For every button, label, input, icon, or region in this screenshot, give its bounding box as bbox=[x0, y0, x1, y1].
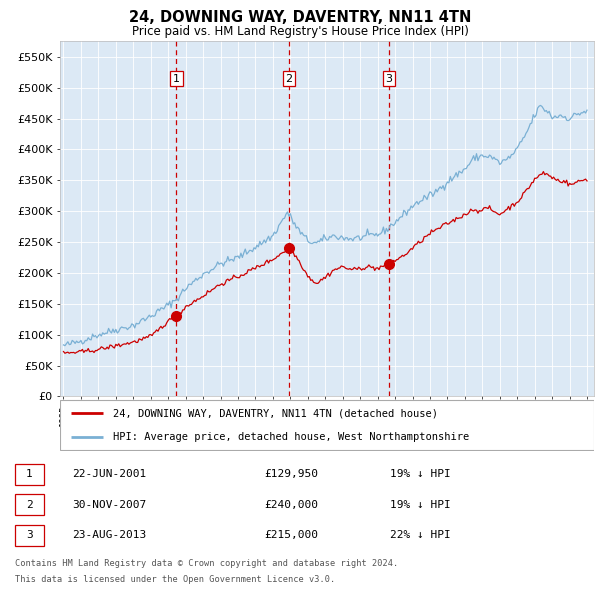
Text: 19% ↓ HPI: 19% ↓ HPI bbox=[390, 470, 451, 479]
Text: This data is licensed under the Open Government Licence v3.0.: This data is licensed under the Open Gov… bbox=[15, 575, 335, 584]
Text: £215,000: £215,000 bbox=[264, 530, 318, 540]
FancyBboxPatch shape bbox=[15, 525, 44, 546]
Text: 1: 1 bbox=[173, 74, 180, 84]
Text: 2: 2 bbox=[286, 74, 293, 84]
Text: 3: 3 bbox=[385, 74, 392, 84]
Text: 22-JUN-2001: 22-JUN-2001 bbox=[72, 470, 146, 479]
FancyBboxPatch shape bbox=[15, 494, 44, 515]
Text: 2: 2 bbox=[26, 500, 33, 510]
Text: 23-AUG-2013: 23-AUG-2013 bbox=[72, 530, 146, 540]
Text: 22% ↓ HPI: 22% ↓ HPI bbox=[390, 530, 451, 540]
FancyBboxPatch shape bbox=[15, 464, 44, 485]
Text: Contains HM Land Registry data © Crown copyright and database right 2024.: Contains HM Land Registry data © Crown c… bbox=[15, 559, 398, 568]
Text: Price paid vs. HM Land Registry's House Price Index (HPI): Price paid vs. HM Land Registry's House … bbox=[131, 25, 469, 38]
Text: £240,000: £240,000 bbox=[264, 500, 318, 510]
Text: HPI: Average price, detached house, West Northamptonshire: HPI: Average price, detached house, West… bbox=[113, 432, 470, 442]
Text: £129,950: £129,950 bbox=[264, 470, 318, 479]
Text: 1: 1 bbox=[26, 470, 33, 479]
Text: 24, DOWNING WAY, DAVENTRY, NN11 4TN: 24, DOWNING WAY, DAVENTRY, NN11 4TN bbox=[129, 10, 471, 25]
Text: 3: 3 bbox=[26, 530, 33, 540]
Text: 19% ↓ HPI: 19% ↓ HPI bbox=[390, 500, 451, 510]
FancyBboxPatch shape bbox=[60, 401, 594, 450]
Text: 24, DOWNING WAY, DAVENTRY, NN11 4TN (detached house): 24, DOWNING WAY, DAVENTRY, NN11 4TN (det… bbox=[113, 408, 439, 418]
Text: 30-NOV-2007: 30-NOV-2007 bbox=[72, 500, 146, 510]
